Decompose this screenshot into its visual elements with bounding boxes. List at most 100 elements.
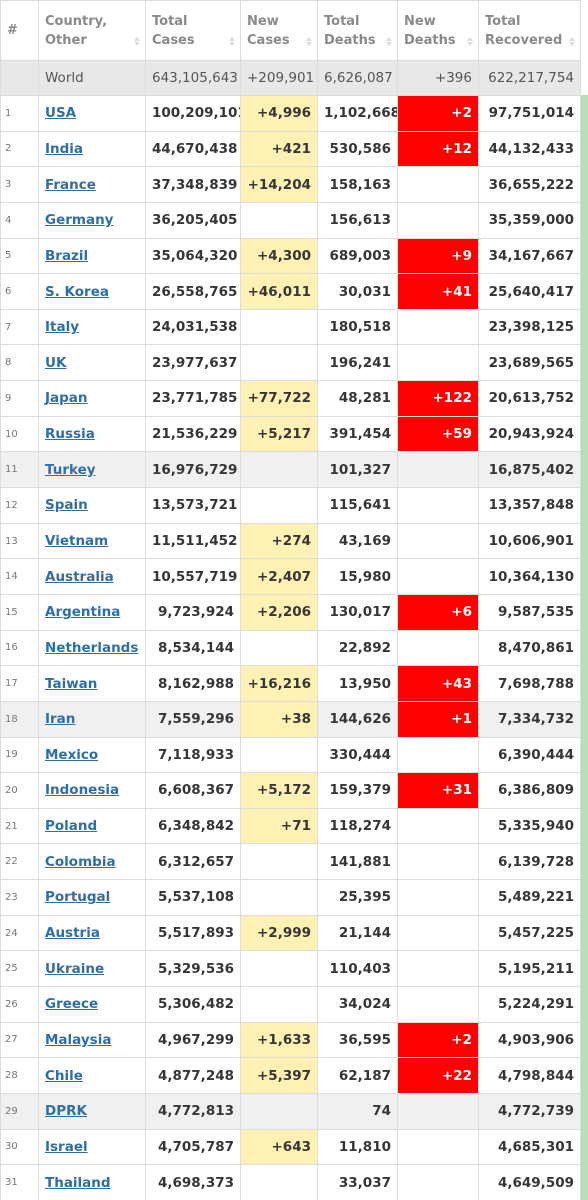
country-link[interactable]: UK <box>45 354 67 371</box>
country-row: 2 India 44,670,438 +421 530,586 +12 44,132,433 <box>0 130 581 168</box>
sort-icon[interactable] <box>306 37 312 46</box>
total-recovered-cell: 9,587,535 <box>478 593 581 631</box>
total-deaths-cell: 391,454 <box>317 415 398 453</box>
new-deaths-cell: +396 <box>397 60 479 96</box>
rank-cell: 4 <box>0 201 39 239</box>
header-text: Total <box>324 13 360 29</box>
new-cases-cell <box>240 736 318 774</box>
new-cases-cell: +71 <box>240 807 318 845</box>
country-link[interactable]: Chile <box>45 1067 83 1084</box>
rank-cell: 15 <box>0 593 39 631</box>
country-link[interactable]: Thailand <box>45 1174 111 1191</box>
new-deaths-cell <box>397 166 479 203</box>
country-link[interactable]: Mexico <box>45 746 99 763</box>
total-deaths-cell: 158,163 <box>317 166 398 203</box>
new-deaths-cell: +22 <box>397 1057 479 1094</box>
country-link[interactable]: Indonesia <box>45 782 120 799</box>
country-row: 5 Brazil 35,064,320 +4,300 689,003 +9 34,167,6… <box>0 237 581 275</box>
total-cases-cell: 8,162,988 <box>145 665 241 702</box>
header-new-deaths[interactable]: New Deaths <box>397 0 479 61</box>
rank-cell: 26 <box>0 986 39 1023</box>
country-row: 3 France 37,348,839 +14,204 158,163 36,655,22… <box>0 166 581 203</box>
country-cell: Netherlands <box>38 629 146 667</box>
sort-icon[interactable] <box>386 37 392 46</box>
total-deaths-cell: 141,881 <box>317 843 398 881</box>
country-link[interactable]: Germany <box>45 212 114 229</box>
country-link[interactable]: France <box>45 176 96 193</box>
country-link[interactable]: USA <box>45 105 77 122</box>
country-row: 17 Taiwan 8,162,988 +16,216 13,950 +43 7,698,7… <box>0 665 581 702</box>
country-link[interactable]: Israel <box>45 1138 88 1155</box>
rank-cell: 16 <box>0 629 39 667</box>
country-link[interactable]: Japan <box>45 390 88 407</box>
total-cases-cell: 5,537,108 <box>145 879 241 916</box>
total-cases-cell: 23,771,785 <box>145 380 241 417</box>
new-deaths-cell: +59 <box>397 415 479 453</box>
country-link[interactable]: Vietnam <box>45 533 109 549</box>
country-link[interactable]: Poland <box>45 818 98 835</box>
country-link[interactable]: Netherlands <box>45 639 139 656</box>
total-cases-cell: 5,517,893 <box>145 914 241 952</box>
country-link[interactable]: Malaysia <box>45 1031 112 1048</box>
country-link[interactable]: Ukraine <box>45 960 105 977</box>
total-deaths-cell: 530,586 <box>317 130 398 168</box>
new-cases-cell <box>240 986 318 1023</box>
new-deaths-cell <box>397 344 479 382</box>
new-cases-cell <box>240 879 318 916</box>
country-link[interactable]: Russia <box>45 426 95 443</box>
total-cases-cell: 5,306,482 <box>145 986 241 1023</box>
header-total-cases[interactable]: Total Cases <box>145 0 241 61</box>
total-deaths-cell: 6,626,087 <box>317 60 398 96</box>
total-recovered-cell: 6,386,809 <box>478 772 581 809</box>
sort-icon[interactable] <box>134 37 140 46</box>
new-deaths-cell <box>397 986 479 1023</box>
country-link[interactable]: Greece <box>45 996 99 1013</box>
header-new-cases[interactable]: New Cases <box>240 0 318 61</box>
country-link[interactable]: India <box>45 140 84 157</box>
header-rank[interactable]: # <box>0 0 39 61</box>
country-link[interactable]: Argentina <box>45 604 121 621</box>
country-link[interactable]: Colombia <box>45 853 116 870</box>
country-link[interactable]: S. Korea <box>45 283 109 300</box>
country-link[interactable]: Italy <box>45 319 80 336</box>
country-link[interactable]: Taiwan <box>45 675 98 692</box>
rank-cell: 19 <box>0 736 39 774</box>
rank-cell: 2 <box>0 130 39 168</box>
new-deaths-cell <box>397 308 479 346</box>
country-row: 10 Russia 21,536,229 +5,217 391,454 +59 20,943… <box>0 415 581 453</box>
country-link[interactable]: Iran <box>45 711 76 728</box>
country-link[interactable]: Spain <box>45 497 88 514</box>
sort-icon[interactable] <box>467 37 473 46</box>
country-row: 19 Mexico 7,118,933 330,444 6,390,444 <box>0 736 581 774</box>
total-cases-cell: 4,877,248 <box>145 1057 241 1094</box>
total-deaths-cell: 43,169 <box>317 522 398 560</box>
rank-cell <box>0 60 39 96</box>
header-text: # <box>7 23 18 38</box>
country-row: 12 Spain 13,573,721 115,641 13,357,848 <box>0 487 581 524</box>
country-cell: Germany <box>38 201 146 239</box>
rank-cell: 11 <box>0 451 39 489</box>
country-link[interactable]: Austria <box>45 925 100 942</box>
header-total-deaths[interactable]: Total Deaths <box>317 0 398 61</box>
header-total-recovered[interactable]: Total Recovered <box>478 0 581 61</box>
country-row: 21 Poland 6,348,842 +71 118,274 5,335,940 <box>0 807 581 845</box>
country-row: 27 Malaysia 4,967,299 +1,633 36,595 +2 4,903,9… <box>0 1021 581 1059</box>
rank-cell: 31 <box>0 1164 39 1200</box>
country-link[interactable]: DPRK <box>45 1103 87 1120</box>
country-link[interactable]: Australia <box>45 568 114 585</box>
new-cases-cell <box>240 629 318 667</box>
sort-icon[interactable] <box>229 37 235 46</box>
new-deaths-cell <box>397 451 479 489</box>
header-text: Cases <box>247 32 290 48</box>
country-link[interactable]: Turkey <box>45 461 96 478</box>
header-country[interactable]: Country, Other <box>38 0 146 61</box>
country-row: 4 Germany 36,205,405 156,613 35,359,000 <box>0 201 581 239</box>
total-cases-cell: 6,312,657 <box>145 843 241 881</box>
country-link[interactable]: Brazil <box>45 247 89 264</box>
country-link[interactable]: Portugal <box>45 889 111 906</box>
sort-icon[interactable] <box>569 37 575 46</box>
country-cell: Iran <box>38 700 146 738</box>
new-cases-cell <box>240 1164 318 1200</box>
total-recovered-cell: 23,689,565 <box>478 344 581 382</box>
